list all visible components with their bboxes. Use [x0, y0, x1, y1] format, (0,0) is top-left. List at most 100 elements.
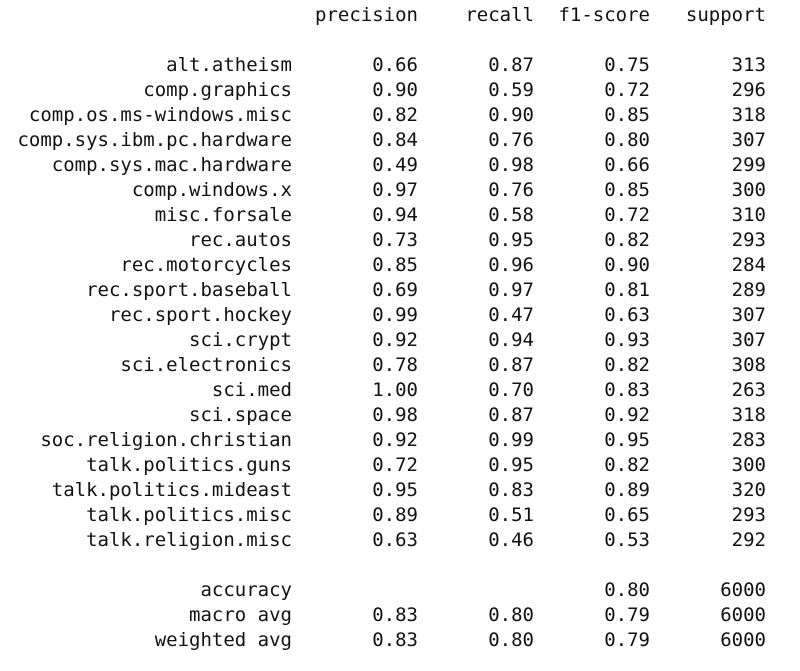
class-row: rec.sport.baseball 0.69 0.97 0.81 289 [0, 278, 800, 303]
summary-row-f1-score: 0.79 [604, 604, 650, 626]
class-row-precision: 0.78 [372, 354, 418, 376]
class-row-precision: 0.84 [372, 129, 418, 151]
summary-row: macro avg 0.83 0.80 0.79 6000 [0, 603, 800, 628]
header-row: precision recall f1-score support [0, 3, 800, 28]
class-row-precision: 1.00 [372, 379, 418, 401]
class-row: comp.sys.ibm.pc.hardware 0.84 0.76 0.80 307 [0, 128, 800, 153]
class-row-support: 320 [731, 479, 766, 501]
summary-row-f1-score: 0.79 [604, 629, 650, 651]
class-row-label: sci.electronics [120, 354, 292, 376]
class-row-precision: 0.66 [372, 54, 418, 76]
class-row: comp.sys.mac.hardware 0.49 0.98 0.66 299 [0, 153, 800, 178]
class-row-support: 318 [731, 104, 766, 126]
class-row: sci.electronics 0.78 0.87 0.82 308 [0, 353, 800, 378]
class-row-support: 307 [731, 329, 766, 351]
class-row-precision: 0.49 [372, 154, 418, 176]
class-row-support: 300 [731, 179, 766, 201]
class-row-support: 283 [731, 429, 766, 451]
class-row-label: rec.autos [189, 229, 292, 251]
class-row: sci.med 1.00 0.70 0.83 263 [0, 378, 800, 403]
class-row: talk.politics.misc 0.89 0.51 0.65 293 [0, 503, 800, 528]
class-row-recall: 0.51 [488, 504, 534, 526]
class-row-label: comp.graphics [143, 79, 292, 101]
class-row-recall: 0.76 [488, 179, 534, 201]
class-row-label: misc.forsale [154, 204, 292, 226]
class-row-f1-score: 0.72 [604, 204, 650, 226]
class-row-recall: 0.83 [488, 479, 534, 501]
class-row-support: 289 [731, 279, 766, 301]
summary-row-label: weighted avg [154, 629, 292, 651]
class-row-precision: 0.63 [372, 529, 418, 551]
class-row-recall: 0.59 [488, 79, 534, 101]
class-row-support: 307 [731, 129, 766, 151]
class-row-f1-score: 0.82 [604, 229, 650, 251]
class-row-support: 300 [731, 454, 766, 476]
class-row-precision: 0.95 [372, 479, 418, 501]
class-row-label: rec.motorcycles [120, 254, 292, 276]
class-row-precision: 0.72 [372, 454, 418, 476]
class-row-label: talk.politics.misc [86, 504, 292, 526]
class-row-label: soc.religion.christian [40, 429, 292, 451]
class-row-precision: 0.98 [372, 404, 418, 426]
class-row-support: 313 [731, 54, 766, 76]
class-row: sci.space 0.98 0.87 0.92 318 [0, 403, 800, 428]
class-row-label: alt.atheism [166, 54, 292, 76]
class-row-label: comp.sys.mac.hardware [51, 154, 292, 176]
summary-row-label: accuracy [200, 579, 292, 601]
class-row-f1-score: 0.65 [604, 504, 650, 526]
class-row-f1-score: 0.81 [604, 279, 650, 301]
class-row: comp.graphics 0.90 0.59 0.72 296 [0, 78, 800, 103]
class-row-recall: 0.95 [488, 454, 534, 476]
class-row-label: talk.politics.mideast [51, 479, 292, 501]
class-row-precision: 0.99 [372, 304, 418, 326]
summary-row: weighted avg 0.83 0.80 0.79 6000 [0, 628, 800, 653]
class-row-f1-score: 0.89 [604, 479, 650, 501]
class-row-recall: 0.97 [488, 279, 534, 301]
class-row-precision: 0.69 [372, 279, 418, 301]
class-row: rec.autos 0.73 0.95 0.82 293 [0, 228, 800, 253]
summary-row-support: 6000 [720, 604, 766, 626]
class-row: soc.religion.christian 0.92 0.99 0.95 283 [0, 428, 800, 453]
class-row-label: comp.os.ms-windows.misc [28, 104, 292, 126]
class-row-f1-score: 0.83 [604, 379, 650, 401]
class-row-support: 293 [731, 229, 766, 251]
class-row-recall: 0.70 [488, 379, 534, 401]
class-row-label: comp.windows.x [131, 179, 292, 201]
class-row-f1-score: 0.85 [604, 104, 650, 126]
class-row-recall: 0.47 [488, 304, 534, 326]
class-row: rec.sport.hockey 0.99 0.47 0.63 307 [0, 303, 800, 328]
class-row-support: 310 [731, 204, 766, 226]
class-row-f1-score: 0.95 [604, 429, 650, 451]
class-row-label: rec.sport.hockey [108, 304, 292, 326]
class-row-precision: 0.92 [372, 329, 418, 351]
class-row: talk.religion.misc 0.63 0.46 0.53 292 [0, 528, 800, 553]
class-row-recall: 0.87 [488, 404, 534, 426]
class-row-recall: 0.76 [488, 129, 534, 151]
class-row-label: sci.space [189, 404, 292, 426]
summary-row: accuracy 0.80 6000 [0, 578, 800, 603]
class-row-label: comp.sys.ibm.pc.hardware [17, 129, 292, 151]
class-row-recall: 0.98 [488, 154, 534, 176]
class-row-support: 293 [731, 504, 766, 526]
class-row-precision: 0.97 [372, 179, 418, 201]
class-row-label: talk.religion.misc [86, 529, 292, 551]
class-row: rec.motorcycles 0.85 0.96 0.90 284 [0, 253, 800, 278]
class-row-recall: 0.46 [488, 529, 534, 551]
summary-row-recall: 0.80 [488, 604, 534, 626]
class-row-recall: 0.58 [488, 204, 534, 226]
class-row-precision: 0.94 [372, 204, 418, 226]
class-row-precision: 0.85 [372, 254, 418, 276]
class-row-precision: 0.73 [372, 229, 418, 251]
header-f1-score: f1-score [558, 4, 650, 26]
class-row-f1-score: 0.66 [604, 154, 650, 176]
class-row-recall: 0.87 [488, 54, 534, 76]
class-row-precision: 0.82 [372, 104, 418, 126]
summary-row-label: macro avg [189, 604, 292, 626]
summary-row-precision: 0.83 [372, 629, 418, 651]
class-row-f1-score: 0.85 [604, 179, 650, 201]
class-row: alt.atheism 0.66 0.87 0.75 313 [0, 53, 800, 78]
class-row-label: sci.crypt [189, 329, 292, 351]
class-row-recall: 0.90 [488, 104, 534, 126]
class-row-f1-score: 0.93 [604, 329, 650, 351]
